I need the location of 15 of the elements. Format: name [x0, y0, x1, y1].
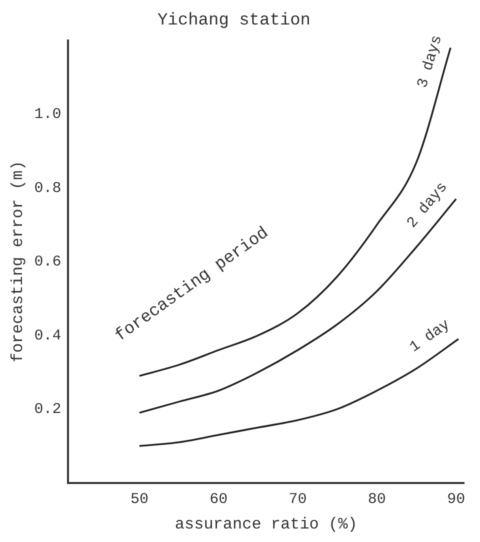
- y-tick-label: 0.4: [34, 327, 62, 344]
- x-tick-label: 90: [447, 490, 466, 508]
- x-axis-title: assurance ratio (%): [174, 516, 358, 534]
- text: 1 day: [406, 316, 454, 356]
- text: 3 days: [414, 33, 446, 90]
- y-tick-label: 0.2: [34, 401, 62, 418]
- x-tick-label: 60: [210, 490, 228, 508]
- y-tick-label: 0.8: [34, 180, 62, 197]
- y-axis-title: forecasting error (m): [8, 160, 27, 362]
- x-tick-label: 70: [288, 490, 307, 508]
- x-tick-label: 50: [130, 490, 148, 508]
- y-tick-label: 1.0: [34, 106, 62, 124]
- chart-title: Yichang station: [157, 12, 311, 31]
- x-tick-label: 80: [368, 490, 386, 508]
- y-tick-label: 0.6: [34, 254, 62, 271]
